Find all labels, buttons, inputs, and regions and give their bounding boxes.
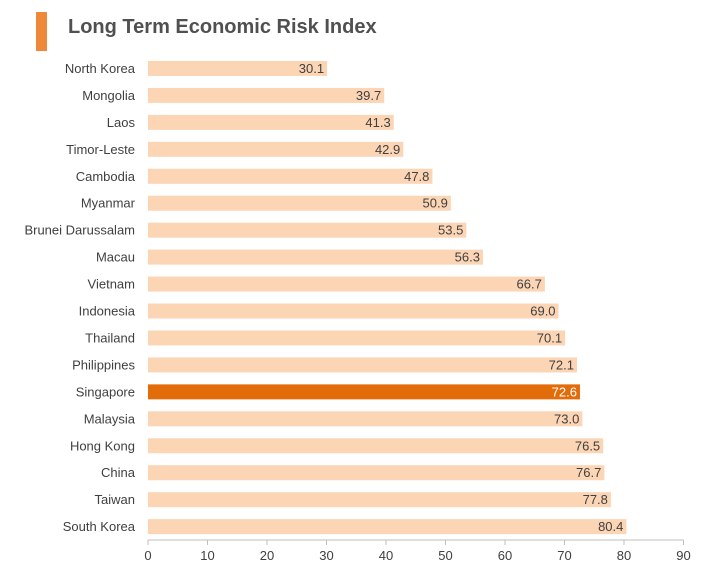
data-label: 56.3 bbox=[455, 250, 480, 265]
bar bbox=[148, 492, 611, 508]
category-label: Brunei Darussalam bbox=[24, 223, 135, 238]
data-label: 70.1 bbox=[537, 330, 562, 345]
category-label: Myanmar bbox=[81, 196, 136, 211]
data-label: 39.7 bbox=[356, 88, 381, 103]
category-label: Timor-Leste bbox=[66, 142, 135, 157]
category-label: Singapore bbox=[76, 384, 135, 399]
category-label: Thailand bbox=[85, 330, 135, 345]
category-label: Malaysia bbox=[84, 411, 136, 426]
data-label: 41.3 bbox=[365, 115, 390, 130]
bar bbox=[148, 303, 559, 319]
category-label: Cambodia bbox=[76, 169, 136, 184]
data-label: 72.1 bbox=[549, 357, 574, 372]
data-label: 66.7 bbox=[517, 277, 542, 292]
data-label: 72.6 bbox=[552, 384, 577, 399]
category-label: Indonesia bbox=[79, 304, 136, 319]
x-tick-label: 20 bbox=[260, 548, 274, 563]
category-label: North Korea bbox=[65, 61, 136, 76]
bar bbox=[148, 195, 451, 211]
x-tick-label: 80 bbox=[617, 548, 631, 563]
data-label: 30.1 bbox=[299, 61, 324, 76]
x-tick-label: 30 bbox=[319, 548, 333, 563]
x-tick-label: 90 bbox=[676, 548, 690, 563]
chart-title: Long Term Economic Risk Index bbox=[68, 16, 377, 38]
bar bbox=[148, 411, 583, 427]
category-label: Laos bbox=[107, 115, 136, 130]
x-tick-label: 60 bbox=[498, 548, 512, 563]
x-tick-label: 70 bbox=[557, 548, 571, 563]
x-tick-label: 10 bbox=[200, 548, 214, 563]
x-tick-label: 0 bbox=[144, 548, 151, 563]
x-tick-label: 50 bbox=[438, 548, 452, 563]
data-label: 73.0 bbox=[554, 411, 579, 426]
category-label: Philippines bbox=[72, 357, 135, 372]
data-label: 80.4 bbox=[598, 519, 623, 534]
bar bbox=[148, 465, 605, 481]
data-label: 76.7 bbox=[576, 465, 601, 480]
category-label: China bbox=[101, 465, 136, 480]
title-accent-bar bbox=[36, 12, 47, 51]
data-label: 47.8 bbox=[404, 169, 429, 184]
category-label: Mongolia bbox=[82, 88, 136, 103]
bar bbox=[148, 168, 433, 184]
bar bbox=[148, 357, 577, 373]
bar bbox=[148, 438, 604, 454]
data-label: 69.0 bbox=[530, 304, 555, 319]
bar bbox=[148, 249, 483, 265]
bar bbox=[148, 60, 328, 76]
data-label: 76.5 bbox=[575, 438, 600, 453]
bar bbox=[148, 114, 394, 130]
bar-highlight bbox=[148, 384, 580, 400]
category-label: Macau bbox=[96, 250, 135, 265]
data-label: 53.5 bbox=[438, 223, 463, 238]
category-label: Vietnam bbox=[88, 277, 135, 292]
x-tick-label: 40 bbox=[379, 548, 393, 563]
data-label: 42.9 bbox=[375, 142, 400, 157]
bar bbox=[148, 519, 627, 535]
category-label: South Korea bbox=[63, 519, 136, 534]
bar bbox=[148, 276, 545, 292]
bar bbox=[148, 87, 385, 103]
data-label: 50.9 bbox=[423, 196, 448, 211]
bar bbox=[148, 330, 566, 346]
bar bbox=[148, 141, 404, 157]
category-label: Hong Kong bbox=[70, 438, 135, 453]
bar bbox=[148, 222, 467, 238]
data-label: 77.8 bbox=[583, 492, 608, 507]
category-label: Taiwan bbox=[95, 492, 135, 507]
